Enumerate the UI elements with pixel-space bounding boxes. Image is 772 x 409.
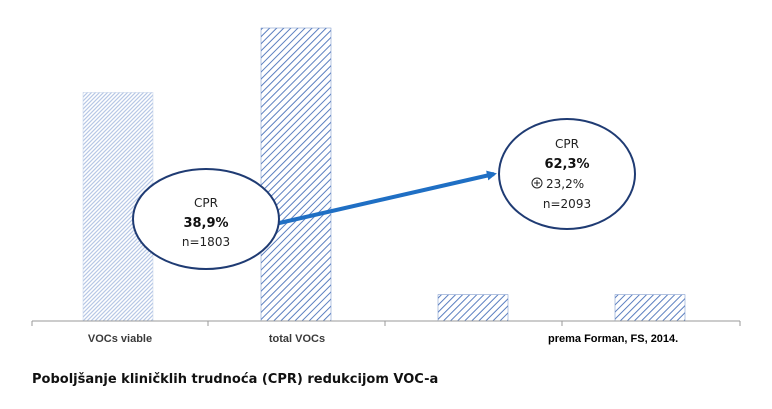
cpr-right-delta: 23,2% — [546, 177, 584, 191]
cpr-left-label: CPR — [194, 196, 218, 210]
source-note: prema Forman, FS, 2014. — [548, 333, 678, 345]
cpr-bubble-left — [132, 168, 280, 270]
bar-3 — [437, 294, 509, 322]
cpr-left-percent: 38,9% — [183, 216, 228, 231]
cpr-right-label: CPR — [555, 137, 579, 151]
bars-layer — [82, 27, 686, 322]
cpr-right-n: n=2093 — [543, 197, 591, 211]
bar-2 — [260, 27, 332, 322]
plus-circle-icon — [531, 177, 543, 189]
chart: VOCs viable total VOCs prema Forman, FS,… — [31, 27, 741, 345]
x-tick-label: total VOCs — [269, 333, 325, 345]
cpr-left-n: n=1803 — [182, 235, 230, 249]
trend-arrow — [274, 170, 497, 226]
bar-4 — [614, 294, 686, 322]
cpr-bubble-right — [498, 118, 636, 230]
x-tick-label: VOCs viable — [88, 333, 152, 345]
cpr-right-percent: 62,3% — [544, 157, 589, 172]
slide-caption: Poboljšanje kliničklih trudnoća (CPR) re… — [32, 372, 439, 387]
